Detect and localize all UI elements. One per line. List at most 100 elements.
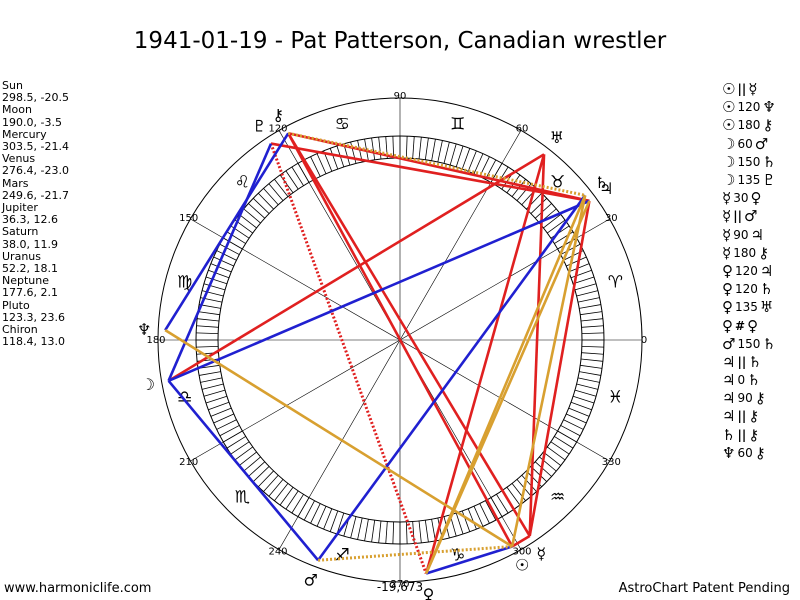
degree-tick [310,156,321,177]
footer-website[interactable]: www.harmoniclife.com [4,581,152,596]
zodiac-sign-glyph: ♓ [608,388,623,408]
degree-tick [329,510,339,532]
aspect-symbol: || [733,209,742,224]
degree-label: 60 [516,124,529,135]
aspect-planet-2: ♀ [750,189,762,208]
degree-tick [580,318,603,322]
zodiac-sign-glyph: ♒ [550,488,565,508]
degree-tick [485,159,497,180]
aspect-line [317,545,513,562]
position-value: 118.4, 13.0 [2,335,65,349]
degree-tick [568,407,590,417]
degree-tick [467,150,477,172]
degree-tick [268,479,284,497]
aspect-row: ☿ 180 ⚷ [722,244,792,262]
chiron-glyph: ⚷ [272,105,284,124]
degree-tick [263,474,279,492]
aspect-angle: 120 [735,263,758,278]
degree-tick [581,352,604,355]
aspect-line [287,132,531,537]
degree-tick [577,297,600,303]
aspect-line [511,534,531,548]
planet-position-list: Sun 298.5, -20.5 Moon 190.0, -3.5 Mercury 303… [2,79,69,349]
aspect-angle: 135 [737,173,761,188]
degree-tick [213,413,234,424]
degree-tick [566,256,587,267]
degree-tick [580,311,603,316]
degree-tick [274,483,289,502]
aspect-planet-1: ♂ [722,334,736,353]
position-name: Sun [2,79,23,92]
position-name: Jupiter [2,201,38,215]
aspect-planet-1: ♀ [722,280,733,299]
aspect-planet-1: ☽ [722,134,736,153]
degree-tick [350,516,357,539]
degree-tick [473,506,484,527]
position-value: 298.5, -20.5 [2,91,69,105]
degree-tick [238,451,257,466]
degree-tick [543,451,562,466]
aspect-row: ♃ || ♄ [722,353,792,371]
aspect-line [269,143,428,575]
saturn-glyph: ♄ [595,173,609,192]
mercury-glyph: ☿ [536,544,546,563]
aspect-planet-1: ♆ [722,443,736,462]
position-name: Neptune [2,274,50,288]
aspect-planet-2: ⚷ [748,407,760,426]
zodiac-sign-glyph: ♈ [608,272,623,292]
degree-tick [213,256,234,267]
degree-tick [572,276,595,285]
aspect-planet-2: ♀ [747,316,759,335]
aspect-list: ☉ || ☿ ☉ 120 ♆ ☉ 180 ⚷ ☽ 60 ♂ ☽ 150 ♄ ☽ 135 ♇ ☿ 30 ♀ ☿ || ♂ ☿ 90 ♃… [722,80,792,462]
aspect-symbol: || [737,354,747,369]
aspect-planet-2: ⚷ [754,443,766,462]
degree-tick [560,243,581,255]
degree-tick [424,137,429,160]
aspect-angle: 90 [737,391,753,406]
aspect-line [528,154,546,537]
degree-label: 180 [146,335,165,346]
degree-tick [226,436,246,449]
aspect-planet-1: ☿ [722,189,732,208]
aspect-line [168,199,590,383]
degree-tick [199,371,221,376]
degree-tick [258,192,274,210]
aspect-planet-1: ♃ [722,389,736,408]
venus-glyph: ♀ [423,585,435,600]
degree-label: 0 [641,335,647,346]
aspect-angle: 120 [735,282,758,297]
aspect-line [424,153,546,574]
aspect-row: ♂ 150 ♄ [722,335,792,353]
degree-tick [210,407,232,417]
degree-tick [238,214,257,229]
degree-tick [263,188,279,206]
degree-tick [547,446,566,461]
degree-tick [392,521,395,544]
position-name: Pluto [2,298,30,312]
degree-tick [579,371,601,376]
aspect-angle: 180 [737,118,761,133]
aspect-angle: 90 [733,227,749,242]
aspect-angle: 135 [735,300,758,315]
chart-title: 1941-01-19 - Pat Patterson, Canadian wre… [133,28,667,54]
degree-tick [443,141,450,164]
degree-tick [574,283,597,291]
position-value: 36.3, 12.6 [2,213,58,227]
degree-tick [216,419,237,430]
aspect-planet-2: ♇ [762,171,776,190]
footer-patent-note: AstroChart Patent Pending [618,581,790,596]
degree-tick [563,419,584,430]
aspect-row: ☿ 90 ♃ [722,226,792,244]
degree-tick [521,474,537,492]
degree-tick [216,250,237,261]
degree-tick [252,198,270,214]
degree-tick [431,139,436,161]
degree-tick [506,487,521,506]
degree-tick [412,136,415,159]
aspect-angle: 0 [737,373,746,388]
aspect-symbol: # [735,318,746,333]
jupiter-glyph: ♃ [599,179,613,198]
degree-tick [449,143,457,166]
aspect-row: ♀ 135 ♅ [722,298,792,316]
